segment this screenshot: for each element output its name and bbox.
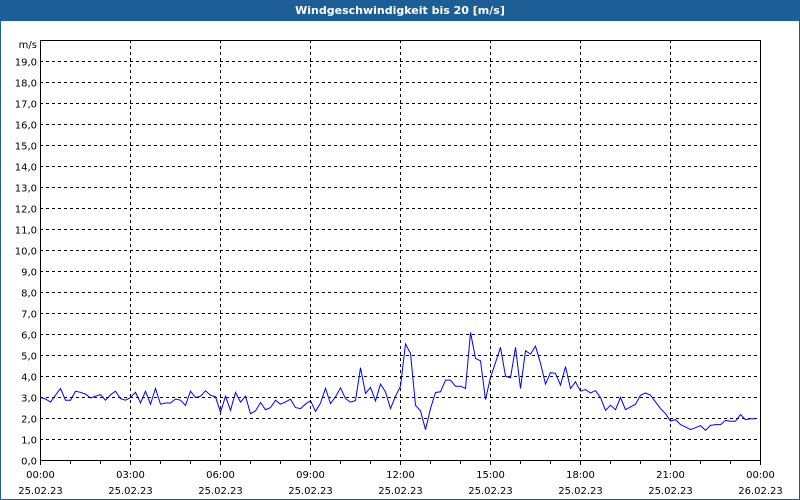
x-tick-date: 25.02.23 [18, 486, 63, 497]
x-tick-date: 25.02.23 [648, 486, 693, 497]
y-tick-label: 3,0 [21, 394, 37, 405]
x-tick-date: 25.02.23 [288, 486, 333, 497]
y-tick-label: 13,0 [15, 184, 37, 195]
x-tick-date: 25.02.23 [558, 486, 603, 497]
window-title: Windgeschwindigkeit bis 20 [m/s] [1, 1, 799, 21]
x-tick-time: 18:00 [566, 470, 595, 481]
x-tick-date: 25.02.23 [108, 486, 153, 497]
x-tick-time: 12:00 [386, 470, 415, 481]
x-tick-date: 26.02.23 [738, 486, 783, 497]
y-tick-label: 11,0 [15, 226, 37, 237]
wind-speed-line [40, 332, 756, 431]
y-tick-label: 5,0 [21, 352, 37, 363]
y-tick-label: 2,0 [21, 415, 37, 426]
y-tick-label: 6,0 [21, 331, 37, 342]
y-tick-label: 17,0 [15, 100, 37, 111]
x-tick-time: 09:00 [296, 470, 325, 481]
y-tick-label: 9,0 [21, 268, 37, 279]
y-tick-label: 10,0 [15, 247, 37, 258]
x-tick-date: 25.02.23 [378, 486, 423, 497]
y-tick-label: 15,0 [15, 142, 37, 153]
y-tick-label: 0,0 [21, 457, 37, 468]
y-tick-label: 4,0 [21, 373, 37, 384]
x-tick-time: 06:00 [206, 470, 235, 481]
x-tick-time: 21:00 [656, 470, 685, 481]
x-tick-time: 03:00 [116, 470, 145, 481]
y-tick-label: 8,0 [21, 289, 37, 300]
y-tick-label: 7,0 [21, 310, 37, 321]
y-tick-label: 12,0 [15, 205, 37, 216]
x-tick-time: 15:00 [476, 470, 505, 481]
y-tick-label: 14,0 [15, 163, 37, 174]
plot-frame [40, 40, 761, 461]
x-tick-time: 00:00 [26, 470, 55, 481]
x-tick-date: 25.02.23 [468, 486, 513, 497]
y-axis-label: m/s [19, 40, 37, 51]
y-tick-label: 19,0 [15, 58, 37, 69]
y-tick-label: 18,0 [15, 79, 37, 90]
x-tick-date: 25.02.23 [198, 486, 243, 497]
x-tick-time: 00:00 [746, 470, 775, 481]
y-tick-label: 16,0 [15, 121, 37, 132]
y-tick-label: 1,0 [21, 436, 37, 447]
